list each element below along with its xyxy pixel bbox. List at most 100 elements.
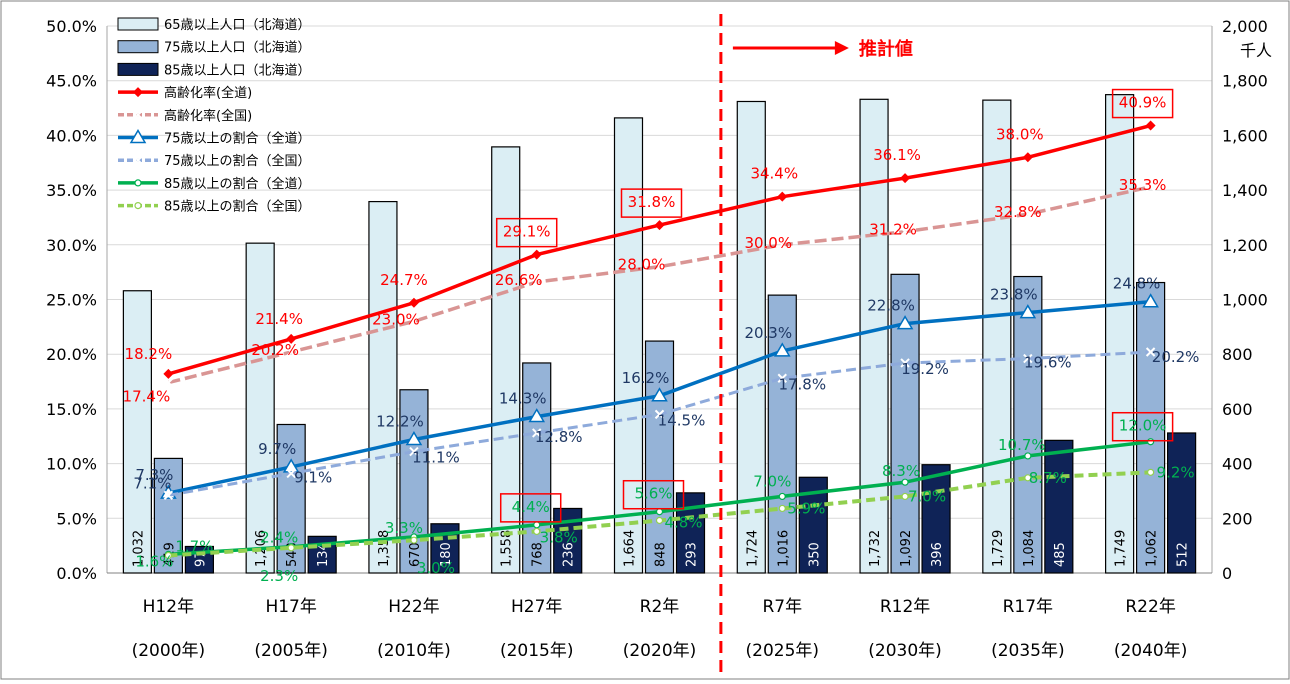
line-value-label: 19.6%	[1024, 354, 1072, 372]
line-series-2	[167, 185, 1151, 385]
bar-3	[921, 464, 951, 574]
bar-value-label: 1,724	[745, 530, 760, 567]
line-value-label: 31.8%	[628, 193, 676, 211]
line-marker	[901, 492, 909, 501]
bar-1	[122, 290, 152, 574]
line-value-label: 12.2%	[376, 413, 424, 431]
y-left-tick-label: 0.0%	[56, 564, 97, 583]
y-left-tick-label: 15.0%	[46, 400, 97, 419]
x-category-label: H27年	[511, 597, 562, 617]
line-value-label: 10.7%	[998, 436, 1046, 454]
line-marker	[777, 373, 787, 383]
line-value-label: 11.1%	[412, 449, 460, 467]
line-value-label: 30.0%	[744, 234, 792, 252]
line-value-label: 1.7%	[175, 537, 213, 555]
line-value-label: 23.0%	[372, 310, 420, 328]
line-value-label: 24.8%	[1113, 275, 1161, 293]
line-value-label: 8.3%	[882, 462, 920, 480]
highlight-box	[1111, 411, 1174, 442]
legend-marker	[133, 87, 143, 98]
line-marker	[163, 377, 174, 388]
line-value-label: 8.7%	[1029, 469, 1067, 487]
line-marker	[1145, 182, 1156, 192]
line-value-label: 2.4%	[260, 529, 298, 547]
y-right-tick-label: 1,400	[1222, 181, 1268, 200]
line-value-label: 12.0%	[1119, 417, 1167, 435]
y-left-tick-label: 45.0%	[46, 72, 97, 91]
x-category-label: H22年	[388, 597, 439, 617]
y-right-tick-label: 1,200	[1222, 236, 1268, 255]
bar-value-label: 1,084	[1022, 530, 1037, 567]
line-marker	[900, 358, 910, 368]
line-marker	[654, 220, 665, 231]
line-marker	[282, 458, 300, 473]
line-marker	[410, 536, 418, 544]
y-right-tick-label: 200	[1222, 509, 1253, 528]
bar-value-label: 512	[1176, 542, 1191, 567]
line-value-label: 1.6%	[135, 552, 173, 570]
y-left-tick-label: 30.0%	[46, 236, 97, 255]
bar-value-label: 1,729	[991, 530, 1006, 567]
legend-label: 75歳以上人口（北海道）	[164, 41, 311, 56]
legend-marker	[129, 129, 147, 144]
line-marker	[900, 173, 911, 184]
line-marker	[655, 508, 664, 516]
line-value-label: 31.2%	[869, 221, 917, 239]
line-value-label: 23.8%	[990, 286, 1038, 304]
bar-1	[736, 100, 766, 574]
bar-1	[982, 99, 1012, 574]
legend-label: 85歳以上人口（北海道）	[164, 63, 311, 78]
legend-label: 85歳以上の割合（全道）	[164, 176, 311, 192]
line-value-label: 3.8%	[540, 528, 578, 546]
x-category-year: (2030年)	[868, 641, 942, 661]
bar-1	[613, 117, 644, 574]
bar-3	[1044, 439, 1074, 574]
legend-marker	[133, 110, 143, 120]
line-marker	[1145, 347, 1156, 357]
line-marker	[532, 277, 542, 287]
line-marker	[163, 368, 174, 379]
line-marker	[654, 261, 665, 272]
bar-2	[522, 362, 552, 574]
line-marker	[1024, 452, 1032, 460]
line-value-label: 2.3%	[260, 567, 298, 585]
line-value-label: 9.7%	[258, 440, 296, 458]
line-marker	[896, 315, 914, 330]
line-value-label: 19.2%	[901, 360, 949, 378]
line-marker	[1023, 353, 1033, 364]
line-marker	[655, 516, 664, 525]
x-category-label: H17年	[265, 597, 316, 617]
line-marker	[528, 408, 546, 423]
x-category-year: (2005年)	[254, 641, 328, 661]
highlight-box	[620, 188, 683, 218]
line-value-label: 32.8%	[994, 203, 1042, 221]
line-marker	[405, 431, 423, 446]
legend-marker	[133, 155, 143, 165]
line-value-label: 4.4%	[512, 498, 550, 516]
bar-value-label: 1,749	[1114, 530, 1129, 567]
x-category-label: R22年	[1125, 597, 1175, 617]
bar-value-label: 293	[685, 542, 700, 567]
y-left-tick-label: 20.0%	[46, 345, 97, 364]
y-left-tick-label: 50.0%	[46, 17, 97, 36]
x-category-label: R7年	[762, 597, 802, 617]
line-marker	[900, 226, 910, 237]
line-marker	[164, 551, 172, 560]
bar-value-label: 1,092	[899, 530, 914, 567]
highlight-box	[495, 217, 558, 248]
bar-1	[1105, 94, 1135, 574]
x-category-year: (2020年)	[623, 641, 697, 661]
x-category-label: H12年	[143, 597, 194, 617]
legend-label: 高齢化率(全道)	[164, 85, 252, 101]
line-value-label: 22.8%	[867, 297, 915, 315]
bar-2	[644, 340, 675, 574]
x-category-label: R2年	[640, 597, 680, 617]
line-value-label: 24.7%	[380, 271, 428, 289]
bar-value-label: 1,664	[623, 530, 638, 567]
highlight-box	[499, 493, 562, 523]
line-marker	[1142, 293, 1159, 308]
bar-value-label: 1,732	[868, 530, 883, 567]
highlight-box	[622, 479, 685, 510]
y-left-tick-label: 40.0%	[46, 126, 97, 145]
